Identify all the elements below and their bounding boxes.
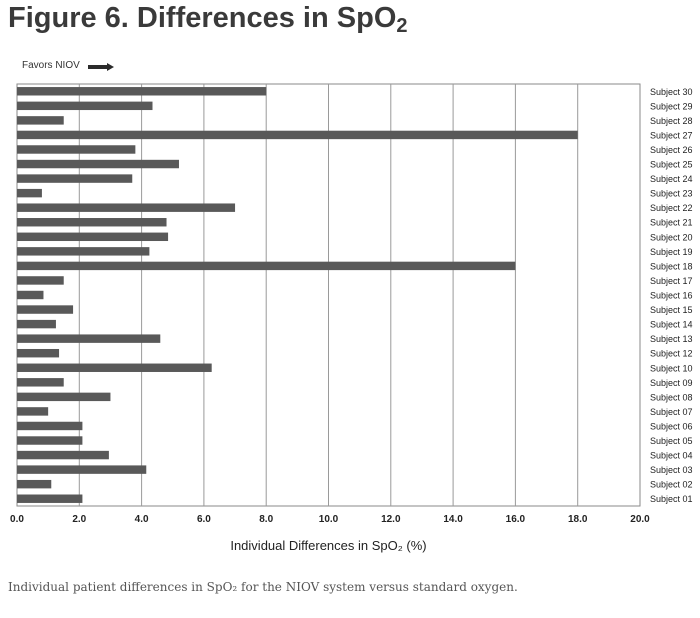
category-label: Subject 22 [650, 203, 693, 213]
category-label: Subject 29 [650, 101, 693, 111]
x-tick-label: 6.0 [197, 514, 211, 525]
x-tick-label: 0.0 [10, 514, 24, 525]
category-label: Subject 08 [650, 392, 693, 402]
figure-caption: Individual patient differences in SpO₂ f… [8, 580, 518, 594]
category-label: Subject 21 [650, 218, 693, 228]
bar [17, 450, 109, 460]
bar [17, 392, 111, 402]
bar [17, 276, 64, 285]
bar [17, 305, 74, 314]
category-label: Subject 27 [650, 130, 693, 140]
category-label: Subject 17 [650, 276, 693, 286]
bar [17, 159, 179, 169]
bar [17, 290, 44, 300]
category-label: Subject 20 [650, 232, 693, 242]
x-tick-label: 16.0 [506, 514, 526, 525]
x-tick-label: 8.0 [259, 514, 273, 525]
x-tick-label: 20.0 [630, 514, 650, 525]
category-label: Subject 07 [650, 407, 693, 417]
bar [17, 494, 83, 503]
bar [17, 334, 161, 343]
x-tick-label: 10.0 [319, 514, 339, 525]
bar [17, 363, 212, 372]
bar [17, 116, 64, 125]
bar [17, 247, 150, 256]
bar [17, 348, 60, 358]
category-label: Subject 09 [650, 378, 693, 388]
category-label: Subject 12 [650, 349, 693, 359]
category-label: Subject 19 [650, 247, 693, 257]
category-label: Subject 23 [650, 189, 693, 199]
x-axis-title: Individual Differences in SpO₂ (%) [230, 538, 426, 553]
x-tick-label: 4.0 [135, 514, 149, 525]
category-label: Subject 25 [650, 160, 693, 170]
bar [17, 319, 56, 329]
category-label: Subject 15 [650, 305, 693, 315]
bar [17, 421, 83, 431]
bar [17, 218, 167, 227]
x-tick-label: 14.0 [443, 514, 463, 525]
bar [17, 145, 136, 154]
bar [17, 378, 64, 387]
bar [17, 479, 52, 489]
category-label: Subject 05 [650, 436, 693, 446]
category-label: Subject 03 [650, 465, 693, 475]
x-tick-label: 2.0 [72, 514, 86, 525]
category-label: Subject 26 [650, 145, 693, 155]
category-label: Subject 30 [650, 87, 693, 97]
category-label: Subject 02 [650, 480, 693, 490]
bar [17, 232, 169, 242]
figure-title-text: Figure 6. Differences in SpO [8, 2, 397, 34]
bar [17, 203, 236, 212]
category-label: Subject 14 [650, 320, 693, 330]
bar [17, 87, 267, 96]
bar [17, 407, 49, 416]
x-tick-label: 18.0 [568, 514, 588, 525]
bar [17, 174, 133, 183]
category-label: Subject 04 [650, 451, 693, 461]
figure-title-subscript: 2 [396, 15, 408, 37]
category-label: Subject 01 [650, 494, 693, 504]
category-label: Subject 06 [650, 421, 693, 431]
right-arrow-icon [88, 63, 114, 71]
favors-niov-label: Favors NIOV [22, 60, 80, 71]
bar [17, 436, 83, 445]
category-label: Subject 16 [650, 291, 693, 301]
bar [17, 188, 42, 198]
bar [17, 465, 147, 474]
figure-title: Figure 6. Differences in SpO2 [8, 2, 408, 38]
category-label: Subject 10 [650, 363, 693, 373]
category-label: Subject 24 [650, 174, 693, 184]
bar [17, 261, 516, 271]
bar [17, 130, 578, 140]
x-tick-label: 12.0 [381, 514, 401, 525]
bar-chart: 0.0 2.0 4.0 6.0 8.0 10.0 12.0 14.0 16.0 18.0 20.0S… [10, 83, 693, 553]
bar [17, 101, 153, 111]
category-label: Subject 13 [650, 334, 693, 344]
category-label: Subject 18 [650, 261, 693, 271]
category-label: Subject 28 [650, 116, 693, 126]
